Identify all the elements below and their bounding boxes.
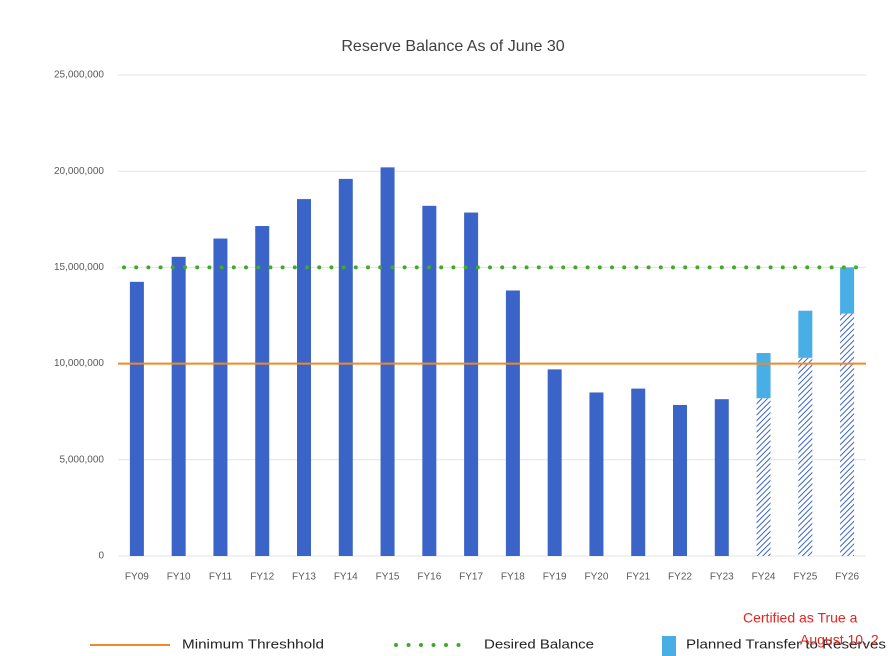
annotation: Certified as True a (743, 610, 858, 626)
annotation: August 10, 2 (800, 632, 879, 648)
legend: Minimum Threshhold Desired Balance Planned… (90, 636, 887, 656)
bar (464, 212, 479, 557)
bar (338, 178, 353, 556)
x-tick-label: FY25 (793, 572, 817, 583)
bar (171, 256, 186, 556)
chart-title: Reserve Balance As of June 30 (341, 38, 564, 55)
bar (213, 238, 228, 557)
legend-label: Minimum Threshhold (182, 636, 324, 651)
x-tick-label: FY23 (710, 572, 734, 583)
bar (380, 167, 395, 557)
y-tick-label: 15,000,000 (54, 262, 104, 273)
x-tick-label: FY10 (167, 572, 191, 583)
bar (756, 398, 771, 556)
x-tick-label: FY18 (501, 572, 525, 583)
y-tick-label: 25,000,000 (54, 70, 104, 81)
bar (714, 399, 729, 556)
x-tick-label: FY16 (417, 572, 441, 583)
bar (505, 290, 520, 556)
bar (798, 310, 813, 358)
bar (589, 392, 604, 556)
x-tick-label: FY19 (543, 572, 567, 583)
legend-label: Planned Transfer to Reserves (686, 636, 887, 651)
x-tick-label: FY24 (752, 572, 776, 583)
bar (129, 281, 144, 556)
y-tick-label: 0 (98, 551, 104, 562)
y-tick-label: 20,000,000 (54, 166, 104, 177)
bar (422, 205, 437, 556)
bar (297, 199, 311, 556)
bar (798, 357, 813, 556)
x-tick-label: FY11 (209, 572, 233, 583)
bar (631, 388, 646, 556)
x-tick-label: FY26 (835, 572, 859, 583)
x-tick-label: FY13 (292, 572, 316, 583)
y-tick-label: 5,000,000 (60, 454, 105, 465)
bar (840, 267, 855, 314)
y-tick-label: 10,000,000 (54, 358, 104, 369)
bar (255, 226, 270, 556)
x-tick-label: FY22 (668, 572, 692, 583)
bar (840, 313, 855, 556)
bar (547, 369, 562, 556)
x-tick-label: FY14 (334, 572, 358, 583)
x-tick-label: FY15 (376, 572, 400, 583)
legend-label: Desired Balance (484, 636, 594, 651)
bar (673, 404, 687, 556)
legend-swatch (662, 636, 676, 656)
x-tick-label: FY21 (626, 572, 650, 583)
bar (756, 353, 771, 399)
x-tick-label: FY09 (125, 572, 149, 583)
x-tick-label: FY12 (250, 572, 274, 583)
x-tick-label: FY17 (459, 572, 483, 583)
x-tick-label: FY20 (584, 572, 608, 583)
